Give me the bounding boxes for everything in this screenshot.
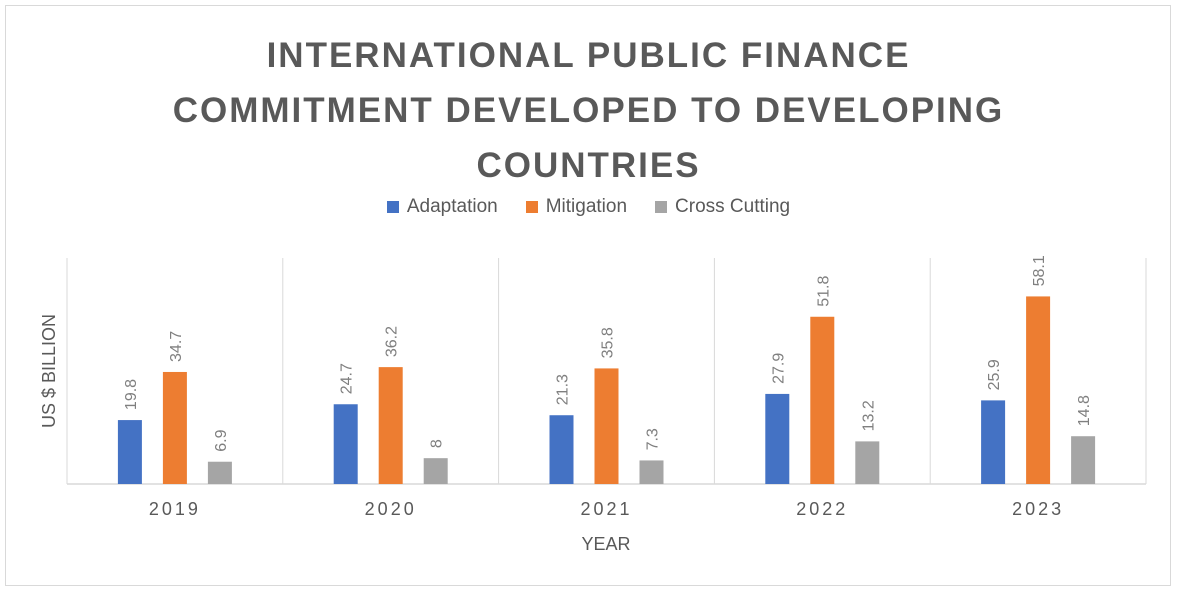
- bars: [117, 296, 1096, 484]
- legend-item-cross-cutting: Cross Cutting: [655, 196, 790, 218]
- title-line-2: COMMITMENT DEVELOPED TO DEVELOPING: [172, 91, 1005, 130]
- x-tick-labels: 2019 2020 2021 2022 2023: [149, 499, 1064, 519]
- data-label: 7.3: [645, 428, 662, 450]
- data-label: 36.2: [384, 326, 401, 357]
- legend-item-mitigation: Mitigation: [525, 196, 628, 218]
- bar-cross-cutting-2020: [423, 458, 448, 484]
- legend-label: Mitigation: [545, 196, 628, 217]
- data-label: 6.9: [213, 429, 230, 451]
- bar-mitigation-2019: [162, 371, 187, 484]
- bar-mitigation-2023: [1026, 296, 1051, 484]
- chart-title: INTERNATIONAL PUBLIC FINANCE COMMITMENT …: [0, 28, 1177, 193]
- chart-frame: [5, 5, 1171, 586]
- data-label: 13.2: [860, 400, 877, 431]
- legend-label: Adaptation: [406, 196, 498, 217]
- legend-swatch: [655, 201, 668, 213]
- data-label: 35.8: [600, 327, 617, 358]
- bar-mitigation-2020: [378, 367, 403, 484]
- data-label: 34.7: [168, 331, 185, 362]
- data-label: 27.9: [770, 353, 787, 384]
- y-axis-title: US $ BILLION: [39, 314, 59, 428]
- legend-swatch: [525, 201, 538, 213]
- bar-mitigation-2021: [594, 368, 619, 484]
- data-label: 25.9: [986, 359, 1003, 390]
- x-tick-label: 2023: [1012, 499, 1064, 519]
- bar-adaptation-2023: [981, 400, 1006, 484]
- legend: Adaptation Mitigation Cross Cutting: [0, 196, 1177, 218]
- data-label: 14.8: [1076, 395, 1093, 426]
- x-axis-title: YEAR: [581, 534, 630, 554]
- data-label: 58.1: [1031, 255, 1048, 286]
- x-tick-label: 2021: [580, 499, 632, 519]
- x-tick-label: 2019: [149, 499, 201, 519]
- data-label: 51.8: [815, 276, 832, 307]
- data-label: 21.3: [555, 374, 572, 405]
- bar-adaptation-2020: [333, 404, 358, 484]
- bar-cross-cutting-2019: [207, 461, 232, 484]
- bar-cross-cutting-2023: [1071, 436, 1096, 484]
- bar-cross-cutting-2022: [855, 441, 880, 484]
- bar-adaptation-2019: [117, 420, 142, 484]
- x-tick-label: 2020: [365, 499, 417, 519]
- data-labels: 19.8 34.7 6.9 24.7 36.2 8 21.3 35.8 7.3 27.9 51.8 1…: [123, 255, 1093, 452]
- legend-swatch: [386, 201, 399, 213]
- data-label: 19.8: [123, 379, 140, 410]
- bar-adaptation-2022: [765, 393, 790, 484]
- title-line-3: COUNTRIES: [476, 146, 701, 185]
- data-label: 8: [429, 439, 446, 448]
- title-line-1: INTERNATIONAL PUBLIC FINANCE: [266, 36, 911, 75]
- legend-label: Cross Cutting: [675, 196, 791, 217]
- bar-mitigation-2022: [810, 316, 835, 484]
- bar-adaptation-2021: [549, 415, 574, 484]
- bar-cross-cutting-2021: [639, 460, 664, 484]
- data-label: 24.7: [339, 363, 356, 394]
- legend-item-adaptation: Adaptation: [386, 196, 498, 218]
- x-tick-label: 2022: [796, 499, 848, 519]
